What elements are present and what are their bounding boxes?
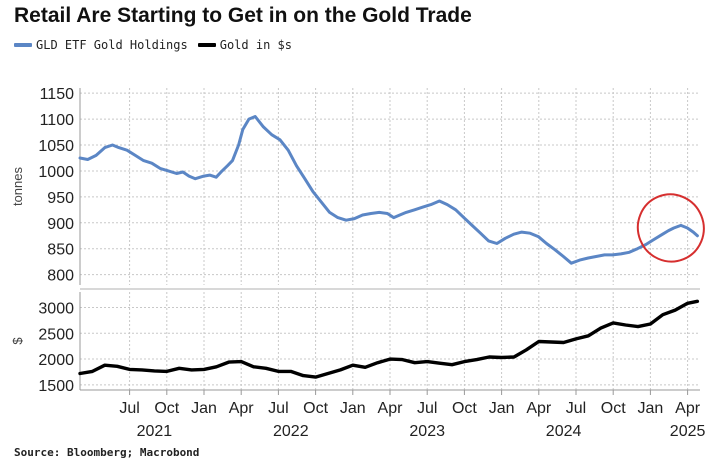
x-tick-label: Jul: [566, 400, 586, 417]
legend-label-gold: Gold in $s: [219, 38, 292, 52]
y-tick-label: 1500: [38, 378, 74, 395]
gold-price-line: [78, 299, 700, 379]
y-tick-label: 1150: [40, 86, 75, 103]
y-tick-label: 3000: [38, 300, 74, 317]
x-year-label: 2022: [273, 423, 309, 440]
y-tick-label: 1100: [40, 112, 75, 129]
y-axis-label: tonnes: [10, 166, 25, 206]
y-tick-label: 850: [47, 242, 74, 259]
x-tick-label: Apr: [378, 400, 404, 417]
chart-title: Retail Are Starting to Get in on the Gol…: [14, 4, 472, 27]
legend-swatch-gld: [14, 43, 32, 47]
y-tick-label: 1050: [38, 138, 74, 155]
y-tick-label: 2000: [38, 352, 74, 369]
x-tick-label: Oct: [601, 400, 626, 417]
x-year-label: 2023: [409, 423, 445, 440]
x-tick-label: Oct: [303, 400, 328, 417]
x-tick-label: Jul: [119, 400, 139, 417]
y-tick-label: 1000: [38, 164, 74, 181]
y-axis-label: $: [10, 337, 25, 345]
highlight-ellipse: [636, 193, 705, 263]
legend-item-gld: GLD ETF Gold Holdings: [14, 38, 188, 52]
y-tick-label: 900: [47, 216, 74, 233]
legend-label-gld: GLD ETF Gold Holdings: [36, 38, 188, 52]
x-tick-label: Apr: [526, 400, 552, 417]
x-tick-label: Oct: [452, 400, 477, 417]
legend-item-gold: Gold in $s: [197, 38, 292, 52]
x-year-label: 2025: [670, 423, 706, 440]
y-tick-label: 950: [47, 190, 74, 207]
x-tick-label: Jul: [417, 400, 437, 417]
x-tick-label: Apr: [229, 400, 255, 417]
x-year-label: 2024: [546, 423, 582, 440]
legend: GLD ETF Gold Holdings Gold in $s: [14, 38, 302, 52]
x-tick-label: Jan: [340, 400, 366, 417]
y-tick-label: 800: [47, 268, 74, 285]
x-tick-label: Jul: [268, 400, 288, 417]
source-note: Source: Bloomberg; Macrobond: [14, 446, 200, 459]
legend-swatch-gold: [197, 43, 216, 47]
gld-holdings-line: [78, 115, 699, 265]
y-tick-label: 2500: [38, 326, 74, 343]
x-tick-label: Jan: [489, 400, 515, 417]
x-tick-label: Jan: [638, 400, 664, 417]
x-year-label: 2021: [137, 423, 173, 440]
x-tick-label: Jan: [191, 400, 217, 417]
x-tick-label: Oct: [154, 400, 179, 417]
x-tick-label: Apr: [675, 400, 701, 417]
